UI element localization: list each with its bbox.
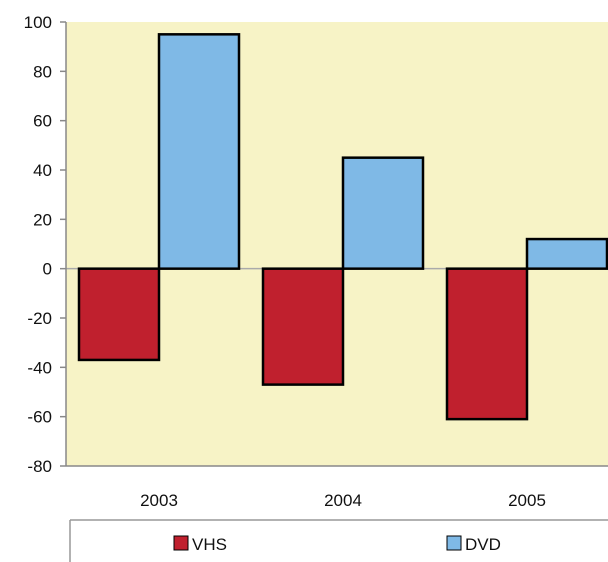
bar-dvd-2003 bbox=[157, 33, 241, 270]
bars bbox=[77, 33, 608, 421]
category-label: 2004 bbox=[324, 491, 362, 510]
y-tick-label: 100 bbox=[24, 13, 52, 32]
y-tick-label: 60 bbox=[33, 112, 52, 131]
y-tick-label: 0 bbox=[43, 260, 52, 279]
y-tick-label: -80 bbox=[27, 457, 52, 476]
legend-label-vhs: VHS bbox=[192, 535, 227, 554]
y-tick-label: -40 bbox=[27, 358, 52, 377]
y-tick-label: 80 bbox=[33, 62, 52, 81]
legend-swatch-dvd bbox=[446, 535, 462, 551]
legend: VHS DVD bbox=[69, 519, 608, 562]
legend-swatch-vhs bbox=[173, 535, 189, 551]
bar-vhs-2004 bbox=[261, 267, 345, 386]
y-tick-label: 20 bbox=[33, 210, 52, 229]
y-axis-ticks: 100 80 60 40 20 0 -20 -40 -60 -80 bbox=[24, 13, 66, 476]
bar-vhs-2005 bbox=[445, 267, 529, 421]
bar-vhs-2003 bbox=[77, 267, 161, 362]
bar-dvd-2005 bbox=[525, 237, 608, 270]
category-labels: 2003 2004 2005 bbox=[140, 491, 546, 510]
y-tick-label: 40 bbox=[33, 161, 52, 180]
bar-dvd-2004 bbox=[341, 156, 425, 270]
category-label: 2003 bbox=[140, 491, 178, 510]
category-label: 2005 bbox=[508, 491, 546, 510]
y-tick-label: -20 bbox=[27, 309, 52, 328]
y-tick-label: -60 bbox=[27, 408, 52, 427]
legend-label-dvd: DVD bbox=[465, 535, 501, 554]
